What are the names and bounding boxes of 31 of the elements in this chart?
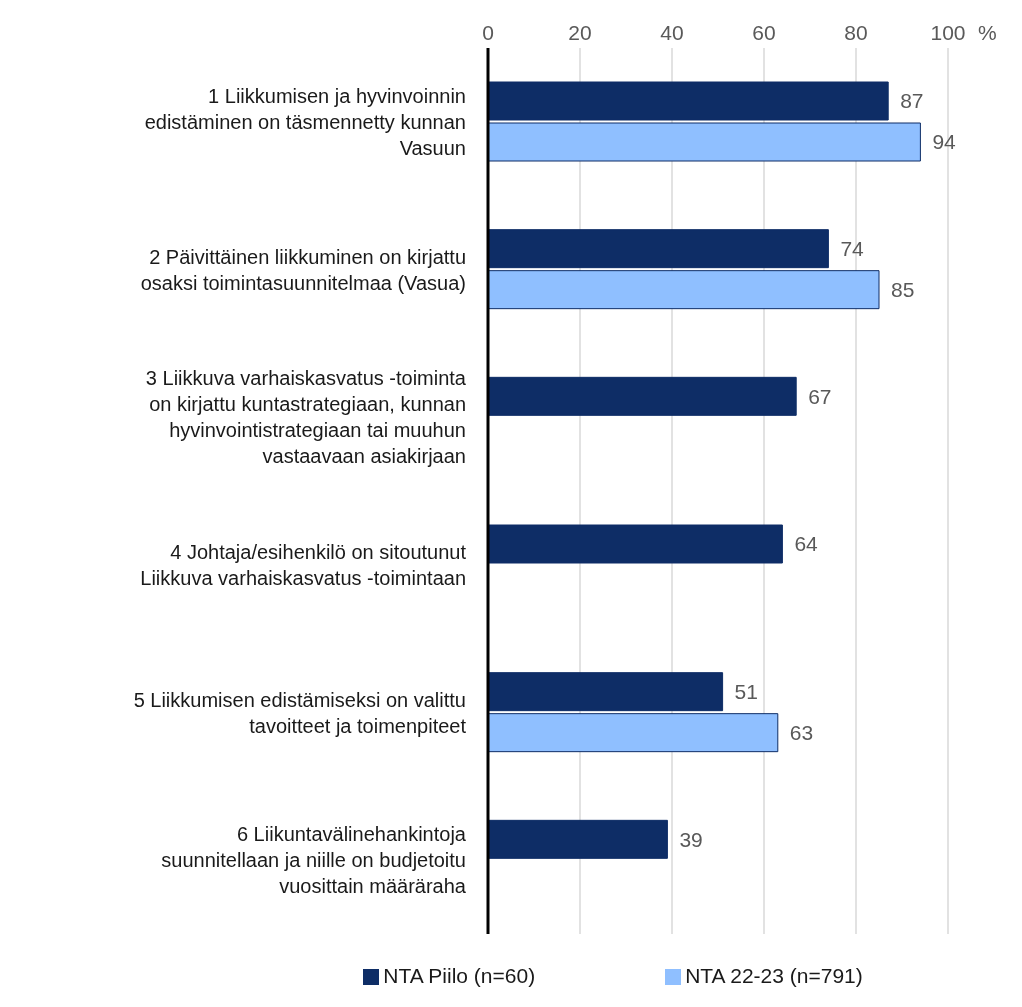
legend-label: NTA Piilo (n=60) <box>383 964 536 987</box>
y-tick-label: 5 Liikkumisen edistämiseksi on valittu tavoitteet ja toimenpiteet <box>133 688 467 737</box>
x-tick-label: 100 <box>930 21 966 44</box>
data-label: 85 <box>891 278 915 302</box>
bar <box>488 376 797 416</box>
x-tick-label: 80 <box>844 21 868 44</box>
data-label: 63 <box>789 721 814 745</box>
data-label: 64 <box>794 532 819 556</box>
bar <box>488 270 880 310</box>
data-label: 67 <box>808 384 832 408</box>
bar <box>488 672 724 712</box>
bar <box>488 819 668 859</box>
x-tick-label: 0 <box>482 21 494 44</box>
data-label: 94 <box>932 130 957 154</box>
y-tick-label: 1 Liikkumisen ja hyvinvoinnin edistäminen on täsmennetty kunnan Vasuun <box>144 84 466 159</box>
bar <box>488 229 829 269</box>
data-label: 51 <box>734 680 758 704</box>
x-tick-label: 60 <box>752 21 776 44</box>
y-tick-label: 6 Liikuntavälinehankintoja suunnitellaan ja niille on budjetoitu vuosittain määräraha <box>161 823 467 898</box>
bar <box>488 713 779 753</box>
bar <box>488 524 783 564</box>
y-tick-label: 3 Liikkuva varhaiskasvatus -toiminta on kirjattu kuntastrategiaan, kunnan hyvinvointistrategiaan tai muuhun vastaavaan asiakirjaan <box>145 367 467 468</box>
y-tick-label: 2 Päivittäinen liikkuminen on kirjattu osaksi toimintasuunnitelmaa (Vasua) <box>140 245 466 294</box>
x-tick-label: 20 <box>568 21 592 44</box>
data-label: 39 <box>679 827 703 851</box>
x-axis-title: % <box>978 21 997 45</box>
data-label: 74 <box>840 237 865 261</box>
legend-label: NTA 22-23 (n=791) <box>685 964 863 987</box>
data-label: 87 <box>900 89 924 113</box>
x-tick-label: 40 <box>660 21 684 44</box>
y-tick-label: 4 Johtaja/esihenkilö on sitoutunut Liikkuva varhaiskasvatus -toimintaan <box>140 540 467 589</box>
